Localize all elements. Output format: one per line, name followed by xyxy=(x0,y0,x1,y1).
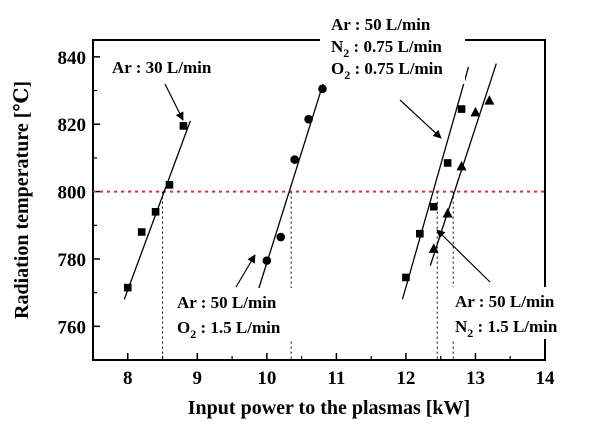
x-tick-label: 8 xyxy=(123,368,133,389)
x-tick-label: 13 xyxy=(466,368,485,389)
annotation-ar30: Ar : 30 L/min xyxy=(103,52,233,121)
plot-frame xyxy=(92,39,546,361)
x-tick-label: 14 xyxy=(536,368,556,389)
point-square-ar30 xyxy=(165,181,174,189)
annotation-arrow xyxy=(235,254,256,288)
annotation-line: O2 : 1.5 L/min xyxy=(177,318,281,341)
point-triangle-ar50_n2 xyxy=(428,243,439,253)
x-tick-label: 12 xyxy=(396,368,415,389)
point-square-ar50_n2_o2 xyxy=(402,273,410,282)
point-square-ar30 xyxy=(151,207,160,216)
point-circle-ar50_o2 xyxy=(290,155,299,164)
point-circle-ar50_o2 xyxy=(318,84,327,94)
annotation-arrow xyxy=(164,83,184,121)
x-tick-label: 10 xyxy=(257,368,276,389)
x-axis-title: Input power to the plasmas [kW] xyxy=(188,397,470,419)
annotation-background xyxy=(170,288,302,340)
annotation-line: Ar : 30 L/min xyxy=(112,58,212,77)
annotation-line: Ar : 50 L/min xyxy=(331,15,431,34)
annotation-background xyxy=(320,10,465,84)
y-tick-label: 800 xyxy=(58,183,87,204)
point-square-ar50_n2_o2 xyxy=(416,229,424,238)
annotation-line: N2 : 0.75 L/min xyxy=(331,37,442,60)
point-circle-ar50_o2 xyxy=(304,114,313,124)
annotation-background xyxy=(103,52,233,82)
point-circle-ar50_o2 xyxy=(276,232,286,242)
point-triangle-ar50_n2 xyxy=(442,207,453,218)
point-square-ar50_n2_o2 xyxy=(443,159,452,167)
point-square-ar30 xyxy=(123,283,132,292)
y-tick-label: 760 xyxy=(58,317,87,338)
point-square-ar50_n2_o2 xyxy=(457,105,466,113)
annotation-ar50_o2: Ar : 50 L/min O2 : 1.5 L/min xyxy=(170,254,302,341)
y-tick-label: 840 xyxy=(58,48,87,69)
annotation-ar50_n2: Ar : 50 L/min N2 : 1.5 L/min xyxy=(436,229,582,340)
annotation-arrow xyxy=(436,229,491,283)
annotation-line: Ar : 50 L/min xyxy=(177,293,277,312)
fit-line-ar50_n2_o2 xyxy=(401,66,470,300)
point-triangle-ar50_n2 xyxy=(470,106,481,117)
annotation-background xyxy=(448,287,582,339)
point-square-ar30 xyxy=(137,228,146,236)
y-tick-label: 820 xyxy=(58,115,87,136)
x-tick-label: 9 xyxy=(193,368,203,389)
point-square-ar50_n2_o2 xyxy=(429,202,438,211)
annotation-arrow xyxy=(399,99,442,139)
y-axis-title: Radiation temperature [℃] xyxy=(11,81,33,319)
point-square-ar30 xyxy=(179,122,188,130)
point-triangle-ar50_n2 xyxy=(456,160,467,171)
point-circle-ar50_o2 xyxy=(262,256,272,265)
point-triangle-ar50_n2 xyxy=(484,95,495,105)
y-tick-label: 780 xyxy=(58,250,87,271)
annotation-line: O2 : 0.75 L/min xyxy=(331,59,443,82)
annotation-line: N2 : 1.5 L/min xyxy=(455,317,558,340)
x-tick-label: 11 xyxy=(327,368,345,389)
annotation-line: Ar : 50 L/min xyxy=(455,292,555,311)
